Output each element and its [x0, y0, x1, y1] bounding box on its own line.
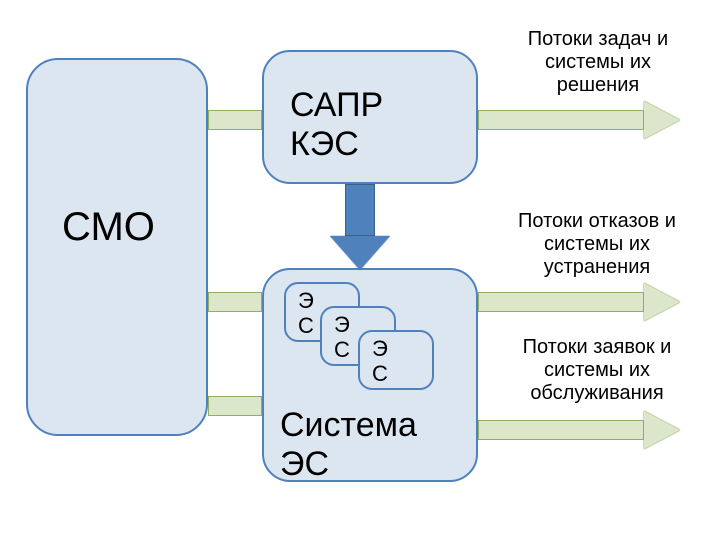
box-es-3: [358, 330, 434, 390]
label-flow-requests: Потоки заявок и системы их обслуживания: [498, 336, 696, 405]
arrow-sapr-to-sistema-head: [330, 236, 390, 270]
arrow-sapr-to-sistema-shaft: [345, 184, 375, 236]
label-es-1: Э С: [298, 288, 314, 339]
connector-smo-sapr: [208, 110, 262, 130]
label-es-3: Э С: [372, 336, 388, 387]
label-flow-tasks: Потоки задач и системы их решения: [508, 28, 688, 97]
connector-smo-sys-a: [208, 292, 262, 312]
arrow-out-3-shaft: [478, 420, 644, 440]
connector-smo-sys-b: [208, 396, 262, 416]
arrow-out-1-head: [644, 101, 680, 139]
label-es-2: Э С: [334, 312, 350, 363]
arrow-out-2-head: [644, 283, 680, 321]
label-flow-failures: Потоки отказов и системы их устранения: [502, 210, 692, 279]
label-smo: СМО: [62, 204, 155, 250]
label-sapr-kes: САПР КЭС: [290, 86, 383, 164]
label-sistema-es: Система ЭС: [280, 406, 417, 484]
arrow-out-3-head: [644, 411, 680, 449]
arrow-out-2-shaft: [478, 292, 644, 312]
arrow-out-1-shaft: [478, 110, 644, 130]
